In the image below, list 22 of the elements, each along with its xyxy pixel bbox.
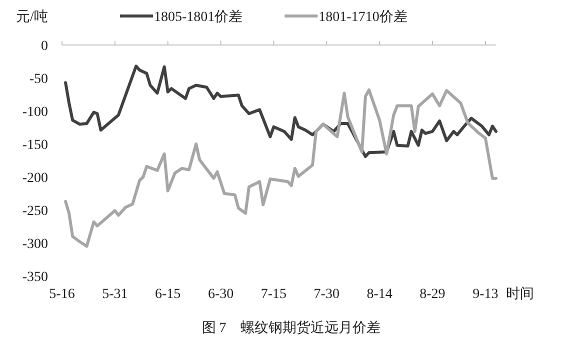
y-tick-label: -50	[29, 72, 48, 87]
y-tick-label: 0	[41, 39, 48, 54]
y-tick-label: -300	[22, 237, 48, 252]
x-axis-title: 时间	[506, 286, 534, 302]
y-tick-label: -100	[22, 105, 48, 120]
x-tick-label: 6-15	[155, 287, 181, 302]
y-tick-label: -200	[22, 171, 48, 186]
y-tick-label: -350	[22, 270, 48, 285]
x-tick-label: 5-16	[49, 287, 75, 302]
legend-label: 1805-1801价差	[154, 9, 243, 25]
x-tick-label: 7-15	[260, 287, 287, 302]
x-tick-label: 9-13	[472, 287, 498, 302]
legend-label: 1801-1710价差	[318, 9, 408, 25]
x-tick-label: 8-29	[420, 287, 446, 302]
y-tick-label: -250	[22, 204, 48, 219]
x-tick-label: 5-31	[102, 287, 128, 302]
text: 图 7 螺纹钢期货近远月价差	[202, 320, 380, 336]
x-tick-label: 6-30	[208, 287, 234, 302]
x-tick-label: 8-14	[366, 287, 392, 302]
y-tick-label: -150	[22, 138, 48, 153]
x-tick-label: 7-30	[314, 287, 340, 302]
y-axis-title: 元/吨	[16, 9, 48, 25]
